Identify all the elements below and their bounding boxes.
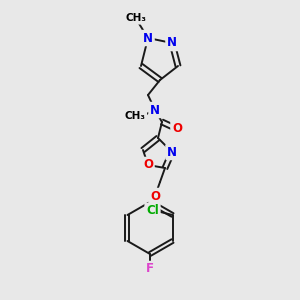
- Text: N: N: [150, 103, 160, 116]
- Text: O: O: [143, 158, 153, 172]
- Text: CH₃: CH₃: [125, 13, 146, 23]
- Text: Cl: Cl: [146, 205, 159, 218]
- Text: F: F: [146, 262, 154, 275]
- Text: N: N: [143, 32, 153, 44]
- Text: O: O: [172, 122, 182, 134]
- Text: CH₃: CH₃: [124, 111, 146, 121]
- Text: O: O: [150, 190, 160, 202]
- Text: N: N: [167, 37, 177, 50]
- Text: N: N: [167, 146, 177, 158]
